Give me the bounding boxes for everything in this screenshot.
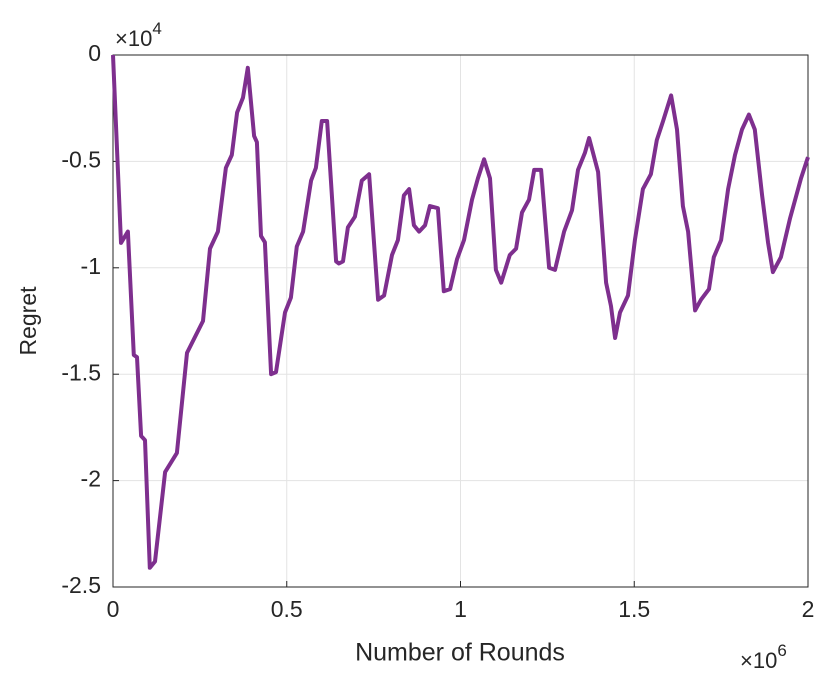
x-tick-label: 0.5	[271, 596, 303, 622]
line-series	[111, 54, 810, 570]
y-axis-label: Regret	[15, 286, 41, 356]
y-tick-label: -2	[81, 466, 101, 492]
x-multiplier-exponent: 6	[777, 641, 786, 660]
y-tick-label: -1	[81, 253, 101, 279]
x-multiplier-base: ×10	[740, 648, 777, 673]
x-multiplier: ×106	[740, 641, 787, 672]
y-tick-label: -0.5	[61, 146, 101, 172]
x-tick-label: 0	[107, 596, 120, 622]
y-multiplier-base: ×10	[115, 26, 152, 51]
y-tick-label: -1.5	[61, 359, 101, 385]
x-tick-label: 2	[802, 596, 815, 622]
x-tick-label: 1	[454, 596, 467, 622]
plot-frame	[112, 54, 809, 588]
y-tick-label: -2.5	[61, 572, 101, 598]
x-axis-label: Number of Rounds	[355, 639, 565, 667]
y-multiplier-exponent: 4	[152, 19, 161, 38]
y-tick-label: 0	[88, 40, 101, 66]
y-multiplier: ×104	[115, 19, 162, 50]
x-tick-label: 1.5	[618, 596, 650, 622]
